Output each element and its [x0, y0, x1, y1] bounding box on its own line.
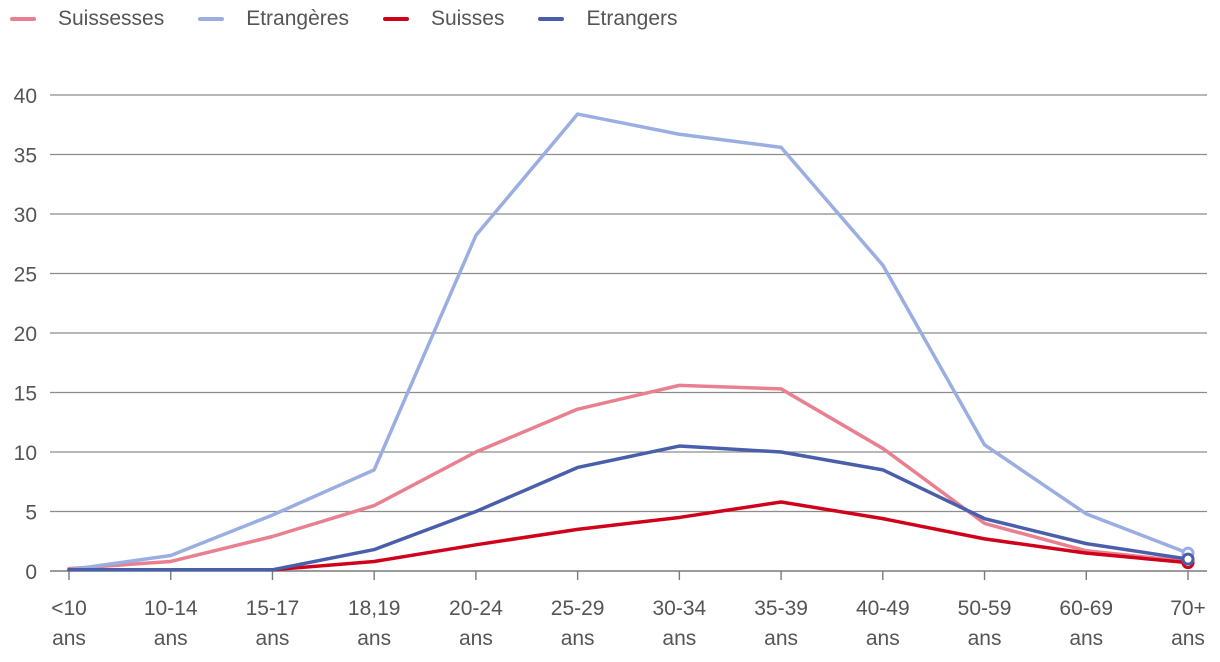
x-tick-label-1: 10-14 ans	[144, 597, 198, 650]
x-tick-label-4: 20-24 ans	[449, 597, 503, 650]
x-tick-label-line: 70+	[1170, 597, 1206, 620]
x-tick-label-0: <10 ans	[51, 597, 87, 650]
x-tick-label-line: ans	[357, 627, 391, 650]
chart-legend: Suissesses Etrangères Suisses Etrangers	[10, 4, 712, 34]
x-tick-label-line: ans	[662, 627, 696, 650]
x-tick-label-10: 60-69 ans	[1059, 597, 1113, 650]
legend-item[interactable]: Etrangers	[538, 7, 678, 31]
x-tick-label-5: 25-29 ans	[551, 597, 605, 650]
x-tick-label-6: 30-34 ans	[653, 597, 707, 650]
series-line-suisses	[67, 500, 1190, 572]
y-tick-label-5: 5	[25, 502, 37, 525]
x-tick-label-line: 40-49	[856, 597, 910, 620]
legend-swatch	[538, 17, 565, 21]
series-line-etrangers	[67, 444, 1190, 572]
x-tick-label-11: 70+ ans	[1170, 597, 1206, 650]
legend-label: Etrangers	[586, 7, 678, 30]
x-tick-label-line: 25-29	[551, 597, 605, 620]
x-tick-label-line: ans	[459, 627, 493, 650]
legend-swatch	[382, 17, 409, 21]
x-tick-label-line: ans	[1069, 627, 1103, 650]
y-tick-label-30: 30	[14, 204, 37, 227]
y-tick-label-20: 20	[14, 323, 37, 346]
x-tick-label-line: 35-39	[754, 597, 808, 620]
legend-label: Etrangères	[246, 7, 349, 30]
x-tick-label-line: ans	[1171, 627, 1205, 650]
legend-item[interactable]: Suissesses	[10, 7, 164, 31]
legend-swatch	[198, 17, 225, 21]
x-tick-label-line: 10-14	[144, 597, 198, 620]
legend-label: Suisses	[430, 7, 505, 30]
x-tick-label-8: 40-49 ans	[856, 597, 910, 650]
x-tick-label-2: 15-17 ans	[246, 597, 300, 650]
x-tick-label-line: ans	[561, 627, 595, 650]
legend-label: Suissesses	[58, 7, 165, 30]
x-tick-label-line: 60-69	[1059, 597, 1113, 620]
series-line-etrangères	[67, 112, 1190, 572]
x-tick-label-3: 18,19 ans	[348, 597, 401, 650]
x-tick-label-line: 15-17	[246, 597, 300, 620]
series-endpoint-etrangers	[1181, 552, 1195, 566]
x-tick-label-9: 50-59 ans	[958, 597, 1012, 650]
y-tick-label-40: 40	[14, 85, 37, 108]
x-tick-label-7: 35-39 ans	[754, 597, 808, 650]
y-tick-label-0: 0	[25, 561, 37, 584]
x-tick-label-line: ans	[154, 627, 188, 650]
y-tick-label-10: 10	[14, 442, 37, 465]
x-tick-label-line: 18,19	[348, 597, 401, 620]
series-line-suissesses	[67, 383, 1190, 571]
y-tick-label-25: 25	[14, 264, 37, 287]
x-tick-label-line: 30-34	[653, 597, 707, 620]
y-tick-label-15: 15	[14, 383, 37, 406]
legend-item[interactable]: Etrangères	[198, 7, 349, 31]
x-tick-label-line: ans	[866, 627, 900, 650]
x-tick-label-line: ans	[52, 627, 86, 650]
x-tick-label-line: ans	[764, 627, 798, 650]
x-tick-label-line: <10	[51, 597, 87, 620]
x-tick-label-line: 50-59	[958, 597, 1012, 620]
x-tick-label-line: ans	[256, 627, 290, 650]
x-tick-label-line: ans	[968, 627, 1002, 650]
y-tick-label-35: 35	[14, 145, 37, 168]
legend-item[interactable]: Suisses	[382, 7, 505, 31]
legend-swatch	[10, 17, 36, 21]
x-tick-label-line: 20-24	[449, 597, 503, 620]
